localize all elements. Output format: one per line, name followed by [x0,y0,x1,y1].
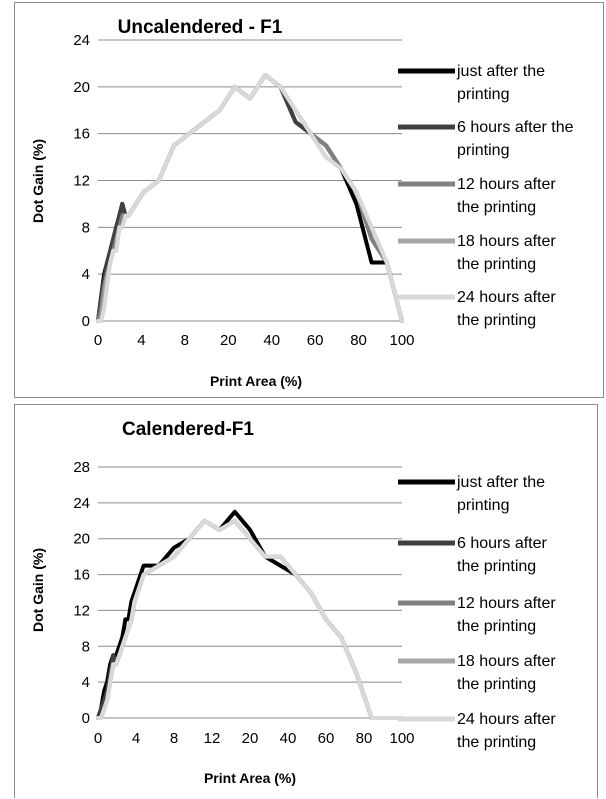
y-tick-label: 28 [73,459,90,476]
x-tick-label: 0 [94,332,102,349]
y-axis-title: Dot Gain (%) [30,139,46,223]
x-tick-label: 8 [181,332,189,349]
y-tick-label: 4 [82,266,90,283]
legend-entry: 12 hours after the printing [457,176,556,216]
y-tick-label: 0 [82,710,90,727]
legend-entry: 12 hours after the printing [457,595,556,635]
y-tick-label: 8 [82,219,90,236]
chart-title: Calendered-F1 [122,419,254,440]
legend-entry: 24 hours after the printing [457,289,556,329]
x-tick-label: 4 [137,332,145,349]
series-line [98,521,402,718]
y-tick-label: 4 [82,674,90,691]
x-tick-label: 80 [356,730,373,747]
legend-entry: 18 hours after the printing [457,653,556,693]
legend-entry: 18 hours after the printing [457,233,556,273]
chart-panel-calendered: Calendered-F1 0 4 8 12 16 20 24 28 0 4 8 12 20 40 60 80 1… [14,404,598,798]
legend-entry: 6 hours after the printing [457,535,548,575]
y-tick-label: 16 [73,126,90,143]
x-tick-label: 40 [263,332,280,349]
x-tick-label: 80 [350,332,367,349]
x-axis-title: Print Area (%) [210,373,302,389]
y-tick-label: 8 [82,638,90,655]
series-line [98,521,402,718]
y-tick-label: 12 [73,602,90,619]
y-tick-label: 0 [82,313,90,330]
chart-uncalendered: Uncalendered - F1 0 4 8 12 16 20 24 0 4 8 20 40 60 80 1… [15,3,605,399]
series-line [98,521,402,718]
x-tick-label: 20 [220,332,237,349]
series-line [98,521,402,718]
y-axis-title: Dot Gain (%) [30,548,46,632]
x-tick-label: 60 [318,730,335,747]
chart-title: Uncalendered - F1 [118,17,283,38]
x-tick-label: 100 [389,730,414,747]
chart-panel-uncalendered: Uncalendered - F1 0 4 8 12 16 20 24 0 4 8 20 40 60 80 1… [14,2,604,398]
x-tick-label: 4 [132,730,140,747]
legend-entry: 6 hours after the printing [457,119,574,159]
x-tick-label: 20 [242,730,259,747]
legend-entry: 24 hours after the printing [457,711,556,751]
series-line [98,512,402,718]
legend-entry: just after the printing [456,63,545,103]
y-tick-label: 12 [73,173,90,190]
legend-entry: just after the printing [456,474,545,514]
y-tick-label: 24 [73,32,90,49]
y-tick-label: 20 [73,531,90,548]
y-tick-label: 20 [73,79,90,96]
x-tick-label: 100 [389,332,414,349]
series-line [98,75,402,321]
x-tick-label: 12 [204,730,221,747]
x-tick-label: 60 [307,332,324,349]
x-tick-label: 40 [280,730,297,747]
y-tick-label: 16 [73,567,90,584]
y-tick-label: 24 [73,495,90,512]
x-tick-label: 8 [170,730,178,747]
chart-calendered: Calendered-F1 0 4 8 12 16 20 24 28 0 4 8 12 20 40 60 80 1… [15,405,599,799]
x-tick-label: 0 [94,730,102,747]
x-axis-title: Print Area (%) [204,770,296,786]
